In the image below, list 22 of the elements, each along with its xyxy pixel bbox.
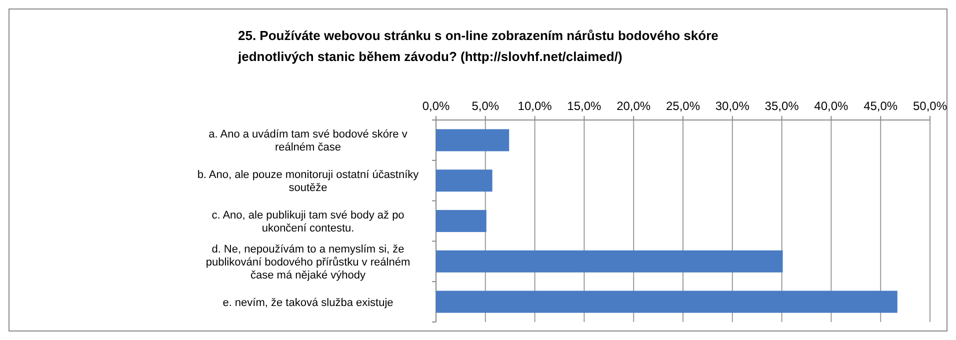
x-tick-label: 30,0%: [715, 99, 750, 113]
bar: [436, 250, 783, 272]
x-tick-label: 5,0%: [472, 99, 500, 113]
x-tick-label: 50,0%: [912, 99, 948, 113]
x-tick-label: 20,0%: [616, 99, 651, 113]
y-tick-label: c. Ano, ale publikuji tam své body až po ukončení contestu.: [212, 210, 404, 234]
x-tick-label: 25,0%: [666, 99, 700, 113]
chart-title: 25. Používáte webovou stránku s on-line zobrazením nárůstu bodového skóre jednotlivých stanic během závodu? (http://slovhf.net/claimed/): [237, 28, 718, 64]
x-tick-label: 40,0%: [814, 99, 849, 113]
y-tick-label: e. nevím, že taková služba existuje: [222, 296, 394, 309]
bar: [436, 170, 492, 192]
x-tick-label: 0,0%: [422, 99, 450, 113]
x-tick-label: 35,0%: [764, 99, 800, 113]
bar: [436, 210, 486, 232]
x-tick-label: 10,0%: [518, 99, 552, 113]
y-tick-label: b. Ano, ale pouze monitoruji ostatní účastníky soutěže: [197, 169, 420, 194]
x-tick-label: 15,0%: [567, 99, 602, 113]
bar: [436, 290, 898, 313]
bar: [436, 129, 510, 152]
x-tick-label: 45,0%: [864, 99, 898, 113]
y-tick-label: d. Ne, nepoužívám to a nemyslím si, že publikování bodového přírůstku v reálném čase má nějaké výhody: [206, 243, 410, 282]
y-tick-label: a. Ano a uvádím tam své bodové skóre v reálném čase: [208, 128, 408, 154]
